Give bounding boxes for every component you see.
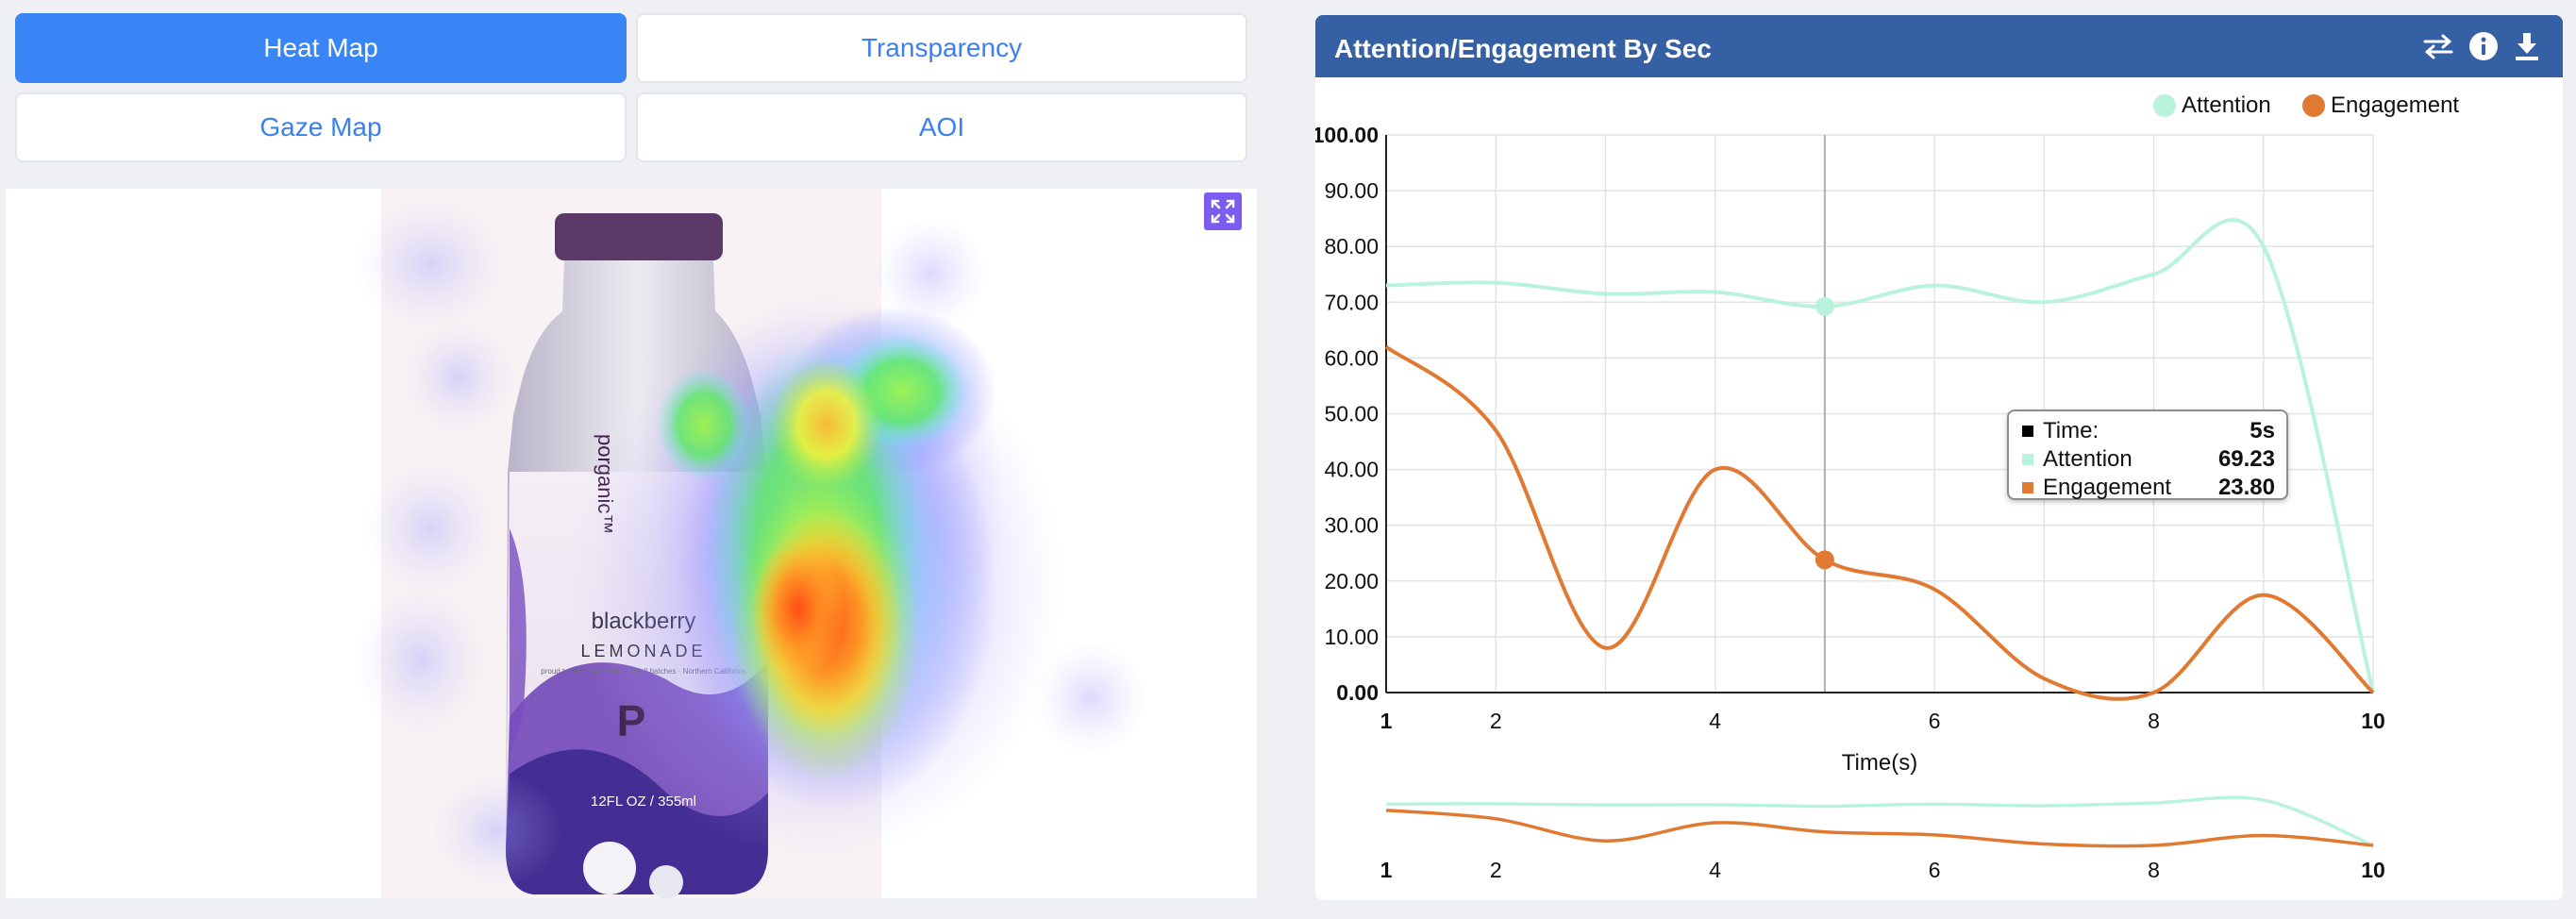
legend-attention-label: Attention [2182, 92, 2271, 118]
x-tick-label: 4 [1709, 709, 1721, 733]
legend-attention[interactable]: Attention [2153, 92, 2271, 119]
legend-attention-dot [2153, 94, 2176, 117]
legend-engagement-label: Engagement [2331, 92, 2460, 118]
x-tick-label: 6 [1929, 709, 1941, 733]
x-tick-label: 1 [1380, 709, 1393, 733]
chart-panel: Attention/Engagement By Sec [1315, 15, 2563, 900]
panel-title: Attention/Engagement By Sec [1334, 34, 1712, 63]
swap-icon [2423, 34, 2453, 59]
y-tick-label: 30.00 [1324, 513, 1379, 538]
x-tick-label: 2 [1490, 709, 1502, 733]
navigator-x-label: 8 [2148, 858, 2160, 882]
tooltip-time-value: 5s [2250, 418, 2275, 443]
navigator-x-label: 2 [1490, 858, 1502, 882]
y-tick-label: 100.00 [1315, 123, 1379, 147]
tooltip-attention-row: Attention 69.23 [2022, 445, 2275, 474]
tooltip-engagement-label: Engagement [2043, 475, 2172, 500]
y-tick-label: 90.00 [1324, 178, 1379, 203]
y-tick-label: 70.00 [1324, 290, 1379, 314]
tooltip-engagement-row: Engagement 23.80 [2022, 474, 2275, 502]
legend-engagement[interactable]: Engagement [2302, 92, 2459, 119]
legend-engagement-dot [2302, 94, 2325, 117]
y-tick-label: 0.00 [1336, 680, 1379, 705]
hover-point-engagement [1815, 550, 1834, 570]
navigator-line-attention [1385, 795, 2374, 847]
chart-tooltip: Time: 5s Attention 69.23 Engagement 23.8… [2007, 409, 2288, 500]
line-chart[interactable]: 0.00 10.00 20.00 30.00 40.00 50.00 60.00 70.00 8… [1315, 15, 2563, 900]
navigator-x-label: 10 [2361, 858, 2385, 882]
y-tick-label: 20.00 [1324, 569, 1379, 593]
tooltip-time-row: Time: 5s [2022, 417, 2275, 445]
tooltip-attention-label: Attention [2043, 446, 2133, 472]
info-icon [2469, 32, 2498, 60]
navigator-x-label: 1 [1380, 858, 1393, 882]
x-tick-label: 8 [2148, 709, 2160, 733]
navigator-x-label: 4 [1709, 858, 1721, 882]
y-tick-label: 80.00 [1324, 234, 1379, 259]
panel-header: Attention/Engagement By Sec [1315, 15, 2563, 77]
left-pane: Heat Map Transparency Gaze Map AOI [0, 0, 1264, 919]
x-axis-title: Time(s) [1842, 750, 1917, 776]
expand-button[interactable] [1204, 192, 1242, 230]
swap-button[interactable] [2421, 29, 2455, 63]
tooltip-engagement-value: 23.80 [2217, 475, 2275, 500]
y-tick-label: 60.00 [1324, 345, 1379, 370]
navigator-x-label: 6 [1929, 858, 1941, 882]
tooltip-attention-value: 69.23 [2217, 446, 2275, 472]
heatmap-viewer: P porganic™ blackberry LEMONADE proud to… [6, 189, 1257, 898]
heatmap-overlay [355, 198, 1147, 887]
y-tick-label: 10.00 [1324, 625, 1379, 649]
info-button[interactable] [2467, 29, 2501, 63]
tooltip-engagement-marker [2022, 482, 2033, 493]
y-tick-label: 50.00 [1324, 402, 1379, 426]
tooltip-time-label: Time: [2043, 418, 2099, 443]
expand-icon [1211, 199, 1235, 224]
tab-gaze-map[interactable]: Gaze Map [15, 92, 627, 162]
tab-transparency[interactable]: Transparency [636, 13, 1247, 83]
tab-heat-map[interactable]: Heat Map [15, 13, 627, 83]
series-line-attention [1385, 218, 2375, 693]
tooltip-attention-marker [2022, 454, 2033, 465]
tab-aoi[interactable]: AOI [636, 92, 1247, 162]
hover-point-attention [1815, 296, 1834, 316]
x-tick-label: 10 [2361, 709, 2385, 733]
tooltip-time-marker [2022, 426, 2033, 437]
download-button[interactable] [2510, 29, 2544, 63]
series-line-engagement [1384, 344, 2375, 701]
navigator-line-engagement [1385, 809, 2374, 848]
y-tick-label: 40.00 [1324, 458, 1379, 482]
download-icon [2516, 33, 2538, 60]
heatmap-canvas: P porganic™ blackberry LEMONADE proud to… [355, 189, 1147, 898]
